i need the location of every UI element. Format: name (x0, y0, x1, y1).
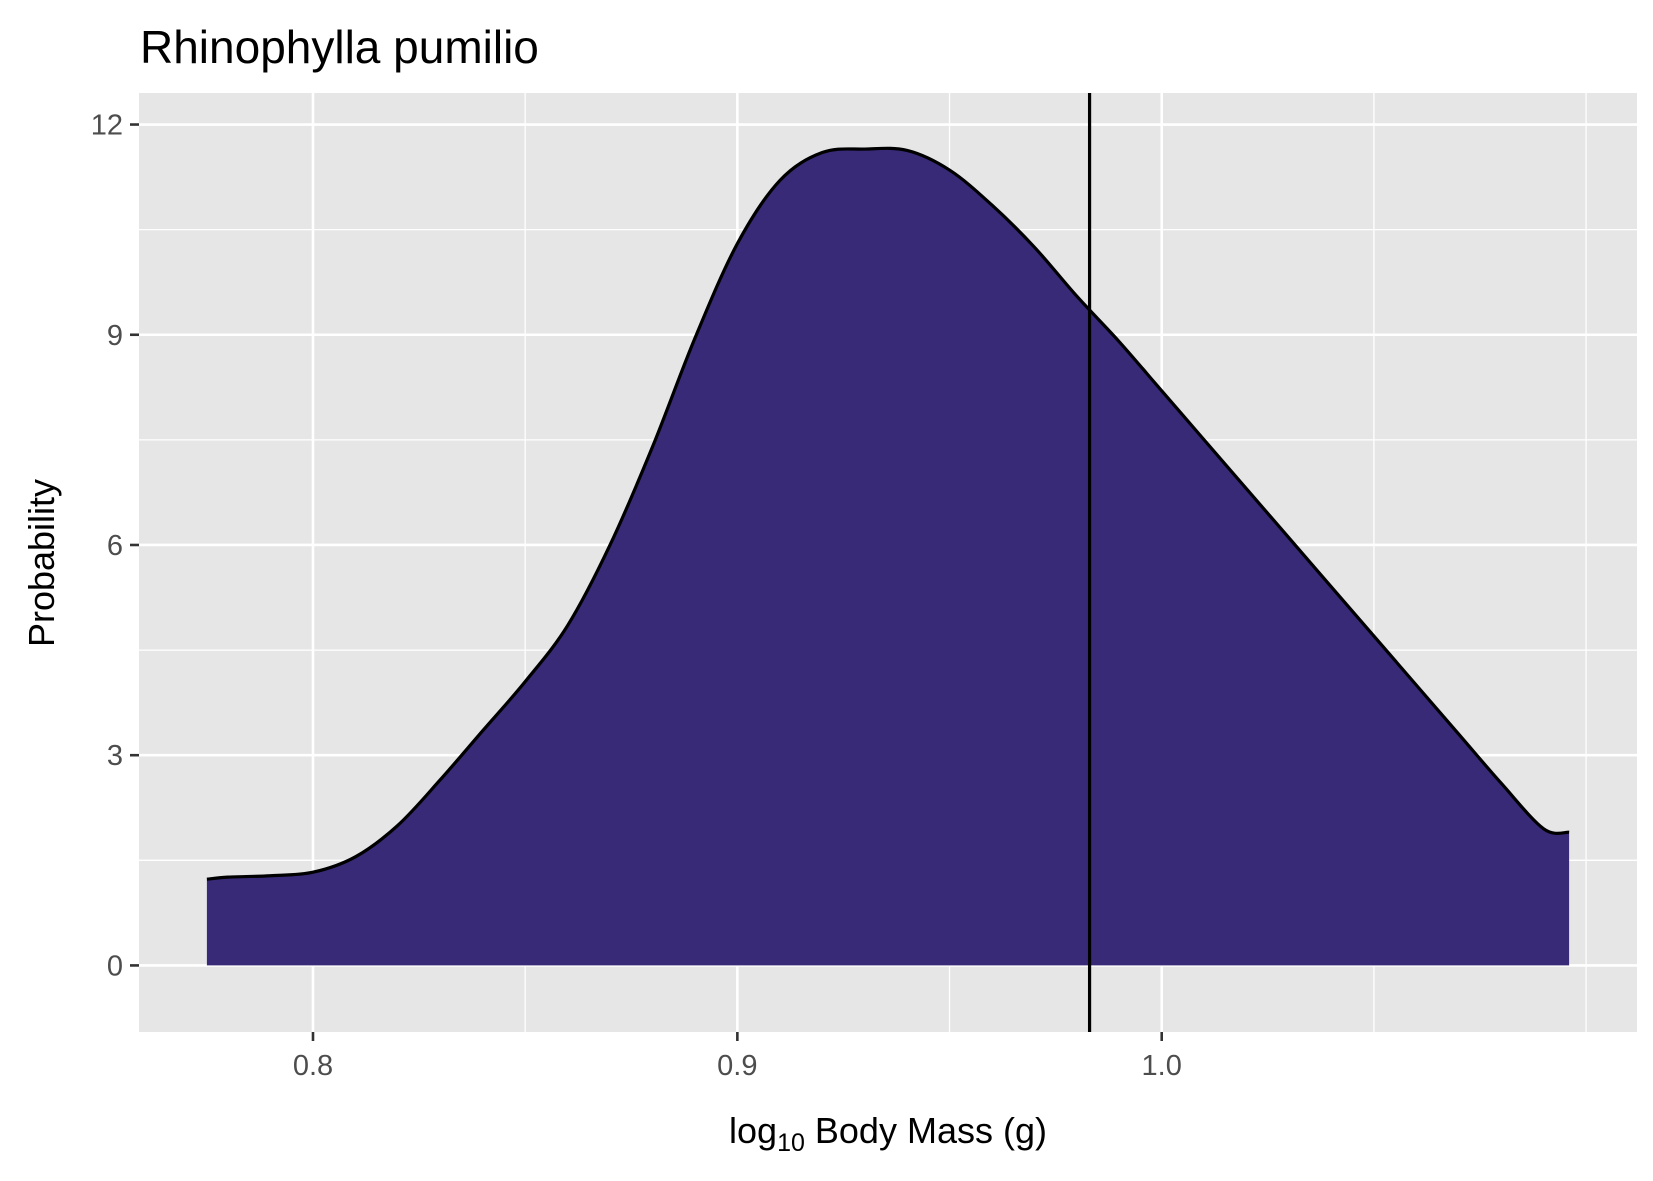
x-axis-title-suffix: Body Mass (g) (805, 1110, 1047, 1151)
y-tick-label: 0 (107, 950, 123, 982)
density-area (206, 148, 1570, 966)
density-layer (206, 146, 1570, 966)
x-axis-title-prefix: log (729, 1110, 777, 1151)
x-tick-label: 1.0 (1142, 1050, 1182, 1082)
chart-title: Rhinophylla pumilio (140, 21, 539, 73)
density-curve (206, 146, 1570, 881)
y-tick-label: 9 (107, 320, 123, 352)
y-tick-label: 6 (107, 530, 123, 562)
x-axis-title: log10 Body Mass (g) (729, 1110, 1047, 1157)
y-axis-title: Probability (21, 479, 62, 647)
y-axis: 0 3 6 9 12 (91, 110, 139, 982)
x-tick-label: 0.8 (293, 1050, 333, 1082)
x-axis-title-subscript: 10 (777, 1129, 805, 1157)
x-tick-label: 0.9 (717, 1050, 757, 1082)
y-tick-label: 3 (107, 740, 123, 772)
y-tick-label: 12 (91, 110, 123, 142)
x-axis: 0.8 0.9 1.0 (293, 1032, 1182, 1082)
